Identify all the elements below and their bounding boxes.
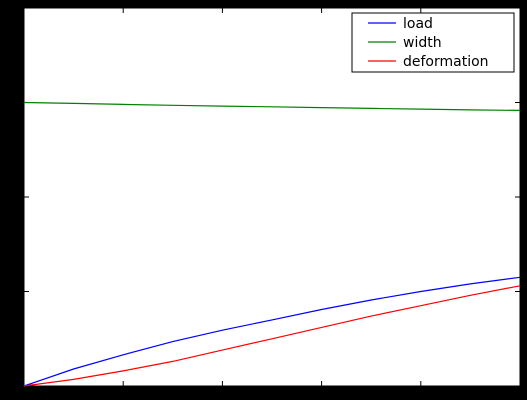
x-tick-label: 6 xyxy=(317,387,325,400)
series-lines xyxy=(23,101,521,387)
x-tick-label: 0 xyxy=(24,387,32,400)
series-line-load xyxy=(23,276,521,387)
x-tick-label: 4 xyxy=(218,387,226,400)
axis-tick-labels: 0 2 4 6 8 10 0.0 0.5 1.0 1.5 2.0 xyxy=(1,3,520,400)
legend-label-deformation: deformation xyxy=(403,54,489,70)
y-tick-label: 1.5 xyxy=(1,96,22,111)
legend-label-load: load xyxy=(403,16,433,32)
legend-label-width: width xyxy=(403,35,442,51)
axis-ticks xyxy=(23,7,521,387)
x-tick-label: 8 xyxy=(417,387,425,400)
x-tick-label: 2 xyxy=(119,387,127,400)
series-line-deformation xyxy=(23,285,521,387)
y-tick-label: 0.0 xyxy=(1,375,22,390)
series-line-width xyxy=(23,101,521,111)
x-tick-label: 10 xyxy=(503,387,520,400)
y-tick-label: 0.5 xyxy=(1,285,22,300)
legend: load width deformation xyxy=(351,12,515,73)
y-tick-label: 2.0 xyxy=(1,3,22,18)
y-tick-label: 1.0 xyxy=(1,190,22,205)
